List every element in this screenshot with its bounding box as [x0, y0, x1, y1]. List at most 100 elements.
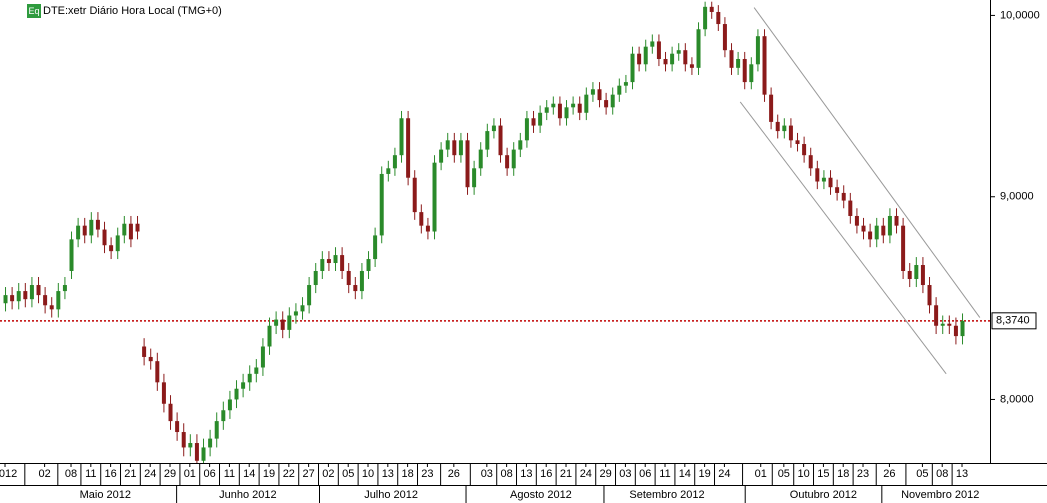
candle-body: [439, 149, 444, 163]
x-tick-label: 26: [448, 468, 460, 480]
candle-body: [815, 168, 820, 182]
candle-body: [465, 140, 470, 188]
candle-body: [505, 155, 510, 169]
candle-body: [630, 53, 635, 83]
x-tick-label: 11: [659, 468, 670, 480]
candle-body: [709, 6, 714, 12]
candle-body: [379, 173, 384, 236]
x-tick-label: 29: [599, 468, 611, 480]
candle-body: [544, 107, 549, 113]
candle-body: [848, 200, 853, 216]
candle-body: [795, 140, 800, 145]
candle-body: [835, 187, 840, 193]
x-tick-label: 05: [916, 468, 928, 480]
x-tick-label: 16: [104, 468, 116, 480]
candle-body: [894, 215, 899, 226]
x-tick-label: 02: [38, 468, 50, 480]
candle-body: [102, 229, 107, 246]
x-tick-label: 06: [203, 468, 215, 480]
candle-body: [861, 225, 866, 232]
month-label: Junho 2012: [219, 489, 277, 501]
x-tick-label: 23: [857, 468, 869, 480]
candle-body: [828, 177, 833, 188]
candle-body: [320, 259, 325, 271]
candle-body: [683, 50, 688, 65]
candle-body: [241, 382, 246, 389]
x-tick-label: 08: [936, 468, 948, 480]
x-tick-label: 26: [883, 468, 895, 480]
candle-body: [452, 140, 457, 156]
candle-body: [142, 346, 147, 357]
x-tick-label: 08: [500, 468, 512, 480]
candle-body: [874, 225, 879, 240]
x-tick-label: 11: [85, 468, 96, 480]
candle-body: [300, 305, 305, 312]
candle-body: [617, 85, 622, 95]
candle-body: [175, 421, 180, 433]
candle-body: [749, 64, 754, 83]
x-tick-label: 03: [481, 468, 493, 480]
x-tick-label: 24: [580, 468, 592, 480]
candle-body: [353, 285, 358, 292]
x-tick-label: 19: [698, 468, 710, 480]
candle-body: [914, 265, 919, 279]
candle-body: [148, 356, 153, 362]
candle-body: [742, 58, 747, 83]
candle-body: [663, 58, 668, 65]
x-tick-label: 13: [520, 468, 532, 480]
candle-body: [359, 270, 364, 292]
candle-body: [56, 291, 61, 310]
candle-body: [274, 319, 279, 326]
candle-body: [109, 245, 114, 252]
candle-body: [551, 103, 556, 108]
x-tick-label: 18: [401, 468, 413, 480]
candle-body: [491, 125, 496, 132]
x-tick-label: 16: [540, 468, 552, 480]
candle-body: [788, 125, 793, 141]
candle-body: [419, 212, 424, 226]
candle-body: [181, 432, 186, 448]
candle-body: [333, 255, 338, 264]
candle-body: [881, 225, 886, 236]
candle-body: [128, 223, 133, 240]
candle-body: [49, 305, 54, 310]
candle-body: [623, 82, 628, 86]
month-label: Setembro 2012: [629, 489, 704, 501]
y-tick-label: 10,0000: [1000, 9, 1040, 21]
candle-body: [399, 118, 404, 156]
candle-body: [194, 443, 199, 461]
candle-body: [10, 295, 15, 302]
candle-body: [670, 53, 675, 65]
candle-body: [940, 323, 945, 326]
candle-body: [432, 162, 437, 232]
candle-body: [155, 361, 160, 383]
x-tick-label: 11: [224, 468, 235, 480]
candle-body: [782, 125, 787, 132]
x-tick-label: 27: [302, 468, 314, 480]
trendline: [753, 7, 981, 318]
x-tick-label: 05: [342, 468, 354, 480]
candle-body: [478, 149, 483, 169]
x-tick-label: 21: [560, 468, 572, 480]
candle-body: [36, 285, 41, 296]
y-tick-label: 8,0000: [1000, 393, 1034, 405]
chart-title[interactable]: DTE:xetr Diário Hora Local (TMG+0): [43, 5, 222, 17]
candle-body: [762, 36, 767, 95]
candle-body: [703, 6, 708, 30]
trendline: [739, 101, 947, 375]
candle-body: [214, 421, 219, 439]
candle-body: [538, 112, 543, 126]
candle-body: [841, 192, 846, 201]
candle-body: [95, 219, 100, 230]
candle-body: [637, 53, 642, 65]
candle-body: [775, 121, 780, 132]
candle-body: [307, 285, 312, 306]
badge-icon[interactable]: [27, 4, 41, 18]
candle-body: [696, 29, 701, 68]
candle-body: [907, 270, 912, 279]
candle-body: [29, 285, 34, 300]
candle-body: [960, 320, 965, 337]
candle-body: [736, 58, 741, 68]
candle-body: [76, 225, 81, 240]
